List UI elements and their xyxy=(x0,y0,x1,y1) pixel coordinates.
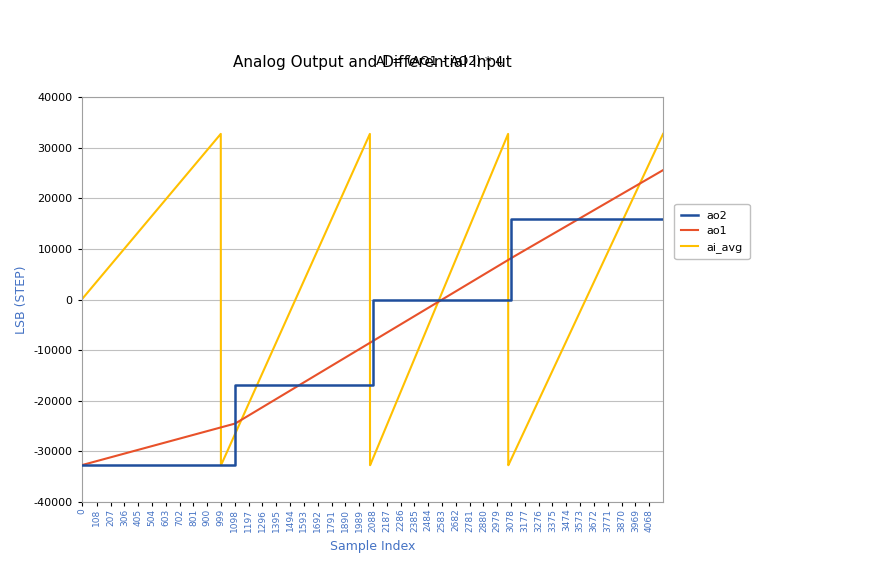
ao1 xyxy=(328,361,339,368)
ai_avg xyxy=(473,202,483,209)
X-axis label: Sample Index: Sample Index xyxy=(330,540,415,553)
Legend: ao2, ao1, ai_avg: ao2, ao1, ai_avg xyxy=(674,204,750,260)
ai_avg xyxy=(328,211,339,218)
ai_avg xyxy=(658,131,669,137)
ao2 xyxy=(230,382,240,389)
ai_avg xyxy=(568,323,579,329)
ao2 xyxy=(368,296,378,303)
ai_avg xyxy=(216,462,226,469)
Line: ao1: ao1 xyxy=(82,170,664,465)
ao1 xyxy=(645,174,656,181)
ao2 xyxy=(506,296,517,303)
ao1 xyxy=(658,166,669,173)
ao2 xyxy=(230,462,240,469)
ao2 xyxy=(77,462,87,469)
ao2 xyxy=(506,296,517,303)
ai_avg xyxy=(407,361,417,368)
ao1 xyxy=(590,206,601,212)
ai_avg xyxy=(646,157,656,164)
Line: ao2: ao2 xyxy=(82,219,664,465)
Y-axis label: LSB (STEP): LSB (STEP) xyxy=(15,265,28,334)
ao1 xyxy=(473,275,483,282)
ao2 xyxy=(368,382,378,389)
ao2 xyxy=(658,215,669,222)
ao2 xyxy=(230,462,240,469)
ao1 xyxy=(77,462,87,469)
ao1 xyxy=(568,219,578,225)
ao2 xyxy=(506,215,517,222)
ao2 xyxy=(368,296,378,303)
Line: ai_avg: ai_avg xyxy=(82,134,664,465)
Text: AI = (AO1 - AO2) * 4: AI = (AO1 - AO2) * 4 xyxy=(377,55,503,68)
ao2 xyxy=(368,382,378,389)
ai_avg xyxy=(216,131,226,137)
Title: Analog Output and Differential Input: Analog Output and Differential Input xyxy=(233,55,512,70)
ao1 xyxy=(407,314,417,321)
ao2 xyxy=(230,382,240,389)
ai_avg xyxy=(590,275,601,282)
ai_avg xyxy=(77,296,87,303)
ao2 xyxy=(506,215,517,222)
